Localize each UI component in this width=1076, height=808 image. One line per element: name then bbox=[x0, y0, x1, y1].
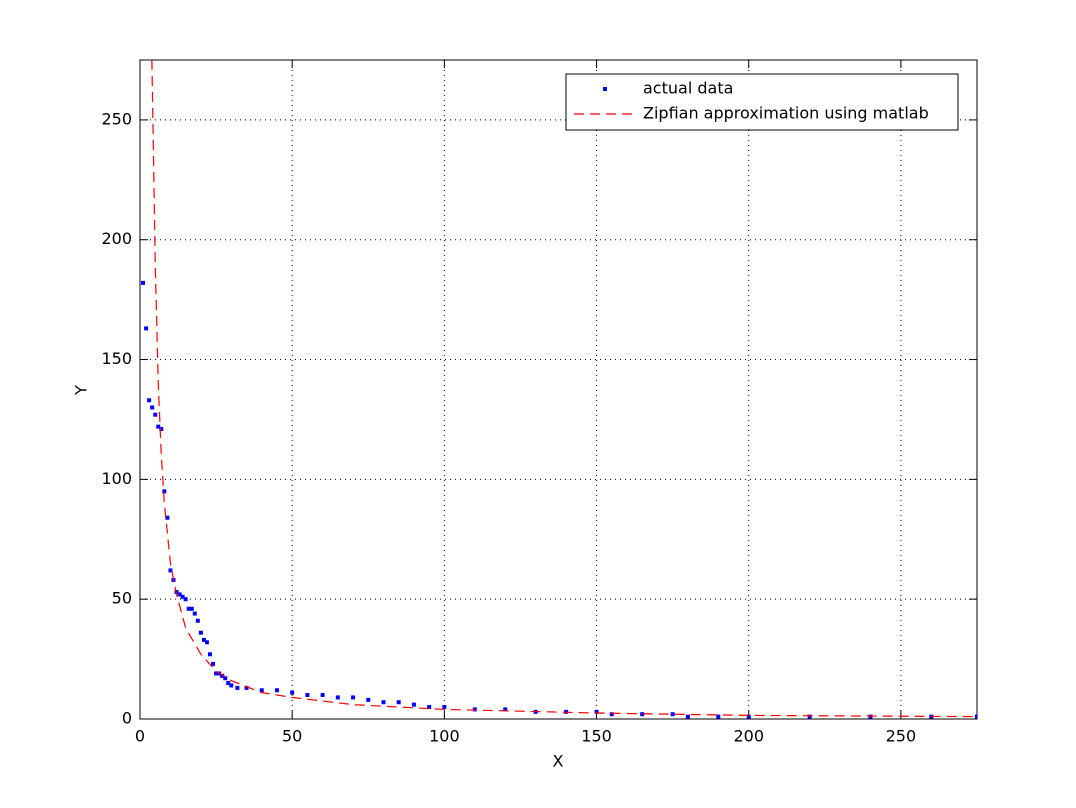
data-point bbox=[351, 695, 356, 700]
data-point bbox=[305, 693, 310, 698]
data-point bbox=[162, 489, 167, 494]
data-point bbox=[226, 681, 231, 686]
data-point bbox=[153, 412, 158, 417]
data-point bbox=[147, 398, 152, 403]
data-point bbox=[244, 685, 249, 690]
data-point bbox=[381, 700, 386, 705]
data-point bbox=[144, 326, 149, 331]
data-point bbox=[366, 697, 371, 702]
data-point bbox=[640, 712, 645, 717]
data-point bbox=[186, 606, 191, 611]
data-point bbox=[685, 714, 690, 719]
x-tick-label: 250 bbox=[886, 727, 917, 746]
x-tick-label: 150 bbox=[581, 727, 612, 746]
data-point bbox=[201, 637, 206, 642]
y-tick-label: 150 bbox=[101, 349, 132, 368]
fit-line bbox=[151, 60, 977, 718]
data-point bbox=[427, 705, 432, 710]
data-point bbox=[165, 515, 170, 520]
data-point bbox=[235, 685, 240, 690]
data-point bbox=[259, 688, 264, 693]
data-point bbox=[320, 693, 325, 698]
data-point bbox=[975, 714, 977, 719]
data-point bbox=[442, 705, 447, 710]
data-point bbox=[274, 688, 279, 693]
data-point bbox=[229, 683, 234, 688]
y-tick-label: 250 bbox=[101, 109, 132, 128]
data-point bbox=[503, 707, 508, 712]
data-point bbox=[189, 606, 194, 611]
plot-area bbox=[141, 60, 977, 719]
data-point bbox=[670, 712, 675, 717]
data-point bbox=[150, 405, 155, 410]
data-point bbox=[156, 424, 161, 429]
data-point bbox=[594, 709, 599, 714]
data-point bbox=[195, 618, 200, 623]
data-point bbox=[211, 661, 216, 666]
data-point bbox=[472, 707, 477, 712]
data-point bbox=[609, 712, 614, 717]
data-point bbox=[168, 568, 173, 573]
data-point bbox=[159, 427, 164, 432]
data-point bbox=[177, 592, 182, 597]
legend-box bbox=[565, 73, 959, 131]
data-point bbox=[716, 714, 721, 719]
data-point bbox=[183, 597, 188, 602]
data-point bbox=[220, 673, 225, 678]
data-point bbox=[335, 695, 340, 700]
data-point bbox=[141, 280, 146, 285]
x-tick-label: 200 bbox=[733, 727, 764, 746]
x-tick-label: 0 bbox=[135, 727, 145, 746]
y-tick-label: 50 bbox=[112, 589, 132, 608]
legend-label: actual data bbox=[643, 79, 733, 98]
data-point bbox=[746, 714, 751, 719]
y-tick-label: 0 bbox=[122, 709, 132, 728]
legend-swatch bbox=[603, 87, 607, 91]
data-point bbox=[198, 630, 203, 635]
plot-frame bbox=[139, 59, 978, 720]
y-axis-label: Y bbox=[72, 385, 91, 396]
data-point bbox=[411, 702, 416, 707]
y-tick-label: 200 bbox=[101, 229, 132, 248]
data-point bbox=[807, 714, 812, 719]
x-tick-label: 100 bbox=[429, 727, 460, 746]
data-point bbox=[192, 611, 197, 616]
x-tick-label: 50 bbox=[282, 727, 302, 746]
data-point bbox=[223, 676, 228, 681]
data-point bbox=[214, 671, 219, 676]
data-point bbox=[180, 594, 185, 599]
y-tick-label: 100 bbox=[101, 469, 132, 488]
x-axis-label: X bbox=[553, 752, 564, 771]
data-point bbox=[204, 640, 209, 645]
data-point bbox=[396, 700, 401, 705]
legend-label: Zipfian approximation using matlab bbox=[643, 104, 929, 123]
data-point bbox=[208, 652, 213, 657]
data-point bbox=[290, 690, 295, 695]
